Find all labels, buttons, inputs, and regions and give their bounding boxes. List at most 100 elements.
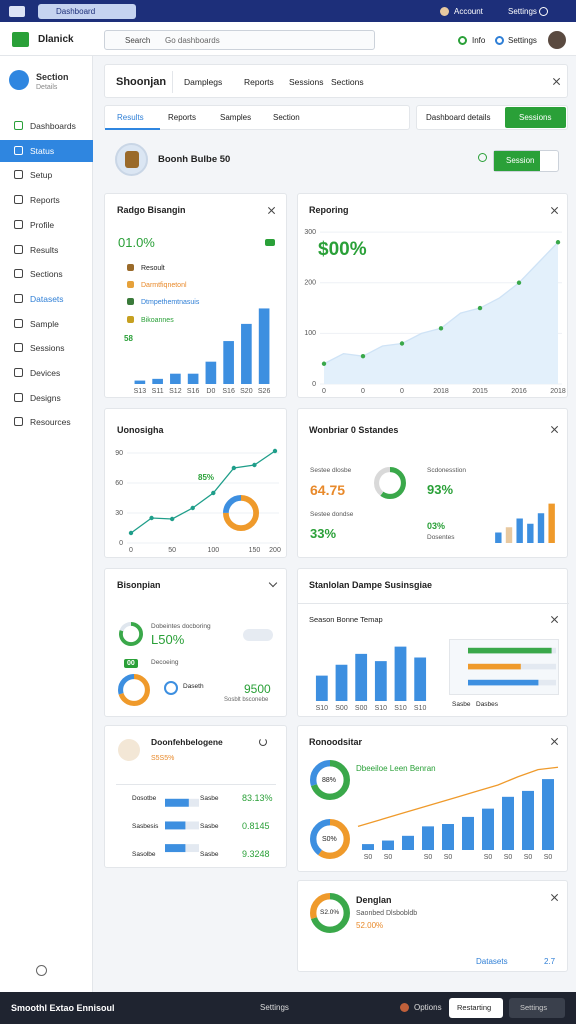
search-label: Search bbox=[125, 36, 151, 45]
bar bbox=[542, 779, 554, 850]
close-button[interactable] bbox=[551, 207, 558, 214]
list-icon bbox=[127, 264, 134, 271]
search-icon[interactable] bbox=[478, 153, 487, 162]
nav-label: Results bbox=[30, 244, 59, 255]
stat-value: 01.0% bbox=[118, 235, 155, 250]
list-icon bbox=[127, 281, 134, 288]
avatar[interactable] bbox=[548, 31, 566, 49]
close-button[interactable] bbox=[268, 207, 275, 214]
nav-item[interactable]: Datasets bbox=[0, 288, 93, 310]
x-tick-label: S10 bbox=[316, 705, 329, 712]
nav-item[interactable]: Status bbox=[0, 139, 93, 162]
nav-icon bbox=[14, 318, 23, 328]
action-button[interactable]: Sessions bbox=[505, 107, 566, 128]
x-tick-label: S0 bbox=[524, 854, 533, 861]
tab[interactable]: Sections bbox=[331, 77, 364, 87]
x-tick-label: 2018 bbox=[433, 388, 449, 395]
nav-item[interactable]: Sample bbox=[0, 313, 93, 335]
nav-item[interactable]: Sections bbox=[0, 263, 93, 285]
x-tick-label: S13 bbox=[134, 388, 147, 395]
x-tick-label: S0 bbox=[384, 854, 393, 861]
list-icon bbox=[127, 316, 134, 323]
subtab[interactable]: Samples bbox=[220, 113, 252, 122]
bar bbox=[482, 808, 494, 850]
x-tick-label: 0 bbox=[400, 388, 404, 395]
subtab[interactable]: Reports bbox=[168, 113, 197, 122]
nav-item[interactable]: Designs bbox=[0, 387, 93, 409]
header-action[interactable]: Info bbox=[472, 36, 486, 45]
trend-icon bbox=[265, 239, 275, 246]
nav-item[interactable]: Results bbox=[0, 239, 93, 261]
donut-chart bbox=[310, 819, 350, 859]
help-icon[interactable] bbox=[36, 965, 47, 976]
bar bbox=[505, 527, 513, 543]
session-control[interactable]: Session bbox=[493, 150, 559, 172]
browser-tab[interactable]: Dashboard bbox=[38, 4, 136, 19]
top-icon[interactable] bbox=[539, 7, 548, 16]
tab[interactable]: Reports bbox=[244, 77, 274, 87]
x-tick-label: S11 bbox=[152, 388, 164, 395]
nav-label: Devices bbox=[30, 368, 61, 378]
nav-label: Dashboards bbox=[30, 121, 76, 131]
bar bbox=[414, 657, 427, 701]
card: Bisonpian Dobeintes docboring L50% 00 De… bbox=[104, 568, 287, 717]
panel-footer: Sasbe bbox=[452, 701, 471, 708]
stat: 64.75 bbox=[310, 482, 346, 498]
card-title: Denglan bbox=[356, 895, 392, 905]
y-tick-label: 60 bbox=[115, 480, 123, 487]
donut-segment bbox=[118, 674, 150, 706]
nav-item[interactable]: Reports bbox=[0, 189, 93, 211]
card-title: Bisonpian bbox=[117, 580, 161, 590]
x-tick-label: 2018 bbox=[550, 388, 566, 395]
close-button[interactable] bbox=[551, 738, 558, 745]
close-button[interactable] bbox=[551, 616, 558, 623]
close-button[interactable] bbox=[551, 894, 558, 901]
tab[interactable]: Sessions bbox=[289, 77, 324, 87]
nav-item[interactable]: Profile bbox=[0, 214, 93, 236]
footer-button[interactable]: Restarting bbox=[449, 998, 503, 1018]
nav-icon bbox=[14, 121, 23, 130]
nav-item[interactable]: Setup bbox=[0, 164, 93, 186]
top-link[interactable]: Settings bbox=[508, 7, 537, 16]
badge: S5S5% bbox=[151, 755, 175, 762]
stat: $00% bbox=[318, 239, 367, 260]
subtab[interactable]: Results bbox=[117, 113, 144, 122]
card-link[interactable]: Datasets bbox=[476, 957, 508, 966]
donut-segment bbox=[310, 893, 350, 933]
nav-item[interactable]: Dashboards bbox=[0, 115, 93, 137]
sidebar: Section Details Dashboards Status Setup Rep… bbox=[0, 56, 93, 992]
filter[interactable]: Dashboard details bbox=[426, 113, 491, 122]
footer-button[interactable]: Settings bbox=[509, 998, 565, 1018]
point bbox=[360, 353, 366, 359]
tab[interactable]: Damplegs bbox=[184, 77, 223, 87]
search-box[interactable]: Search Go dashboards bbox=[104, 30, 375, 50]
x-tick-label: 0 bbox=[129, 547, 133, 554]
stat: 33% bbox=[310, 526, 337, 541]
footer-link[interactable]: Settings bbox=[260, 1003, 289, 1012]
nav-icon bbox=[14, 269, 23, 279]
bar bbox=[422, 826, 434, 850]
y-tick-label: 200 bbox=[304, 280, 316, 287]
card-link[interactable]: 2.7 bbox=[544, 957, 556, 966]
progress-bars bbox=[165, 798, 199, 853]
point bbox=[149, 515, 154, 521]
session-button[interactable]: Session bbox=[494, 151, 540, 171]
row-label: Sasolbe bbox=[132, 851, 156, 858]
progress-bar bbox=[468, 663, 521, 670]
footer-link[interactable]: Options bbox=[414, 1003, 442, 1012]
bar bbox=[495, 532, 502, 543]
close-button[interactable] bbox=[553, 78, 560, 85]
refresh-icon[interactable] bbox=[259, 738, 267, 746]
x-tick-label: 0 bbox=[322, 388, 326, 395]
nav-item[interactable]: Resources bbox=[0, 411, 93, 433]
card-icon bbox=[118, 739, 140, 761]
x-tick-label: S00 bbox=[355, 705, 368, 712]
subtab[interactable]: Section bbox=[273, 113, 300, 122]
nav-item[interactable]: Devices bbox=[0, 362, 93, 384]
header-action[interactable]: Settings bbox=[508, 36, 537, 45]
chevron[interactable] bbox=[268, 578, 278, 588]
top-link[interactable]: Account bbox=[454, 7, 483, 16]
close-button[interactable] bbox=[551, 426, 558, 433]
nav-item[interactable]: Sessions bbox=[0, 337, 93, 359]
